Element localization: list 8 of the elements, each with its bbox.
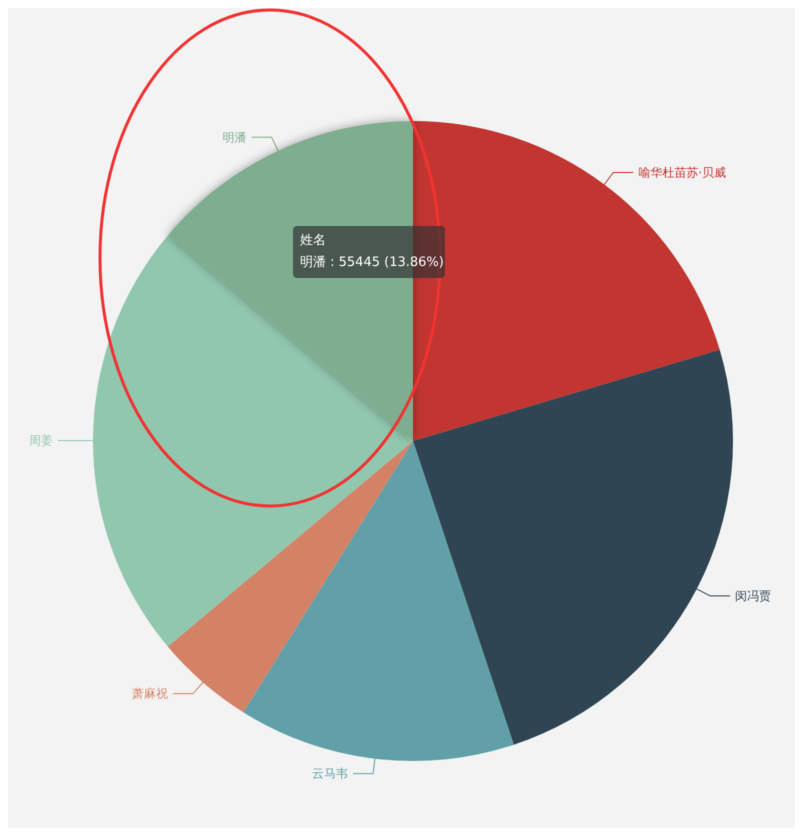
text: 姓名: [300, 233, 326, 248]
slice-label: 明潘: [222, 130, 247, 144]
slice-label: 萧麻祝: [132, 686, 168, 701]
slice-label: 周姜: [29, 434, 53, 448]
slice-label: 云马韦: [312, 766, 348, 781]
text: 明潘 : 55445 (13.86%): [300, 255, 444, 270]
slice-label: 闵冯贾: [735, 588, 772, 603]
slice-label: 喻华杜苗苏·贝威: [638, 165, 726, 180]
